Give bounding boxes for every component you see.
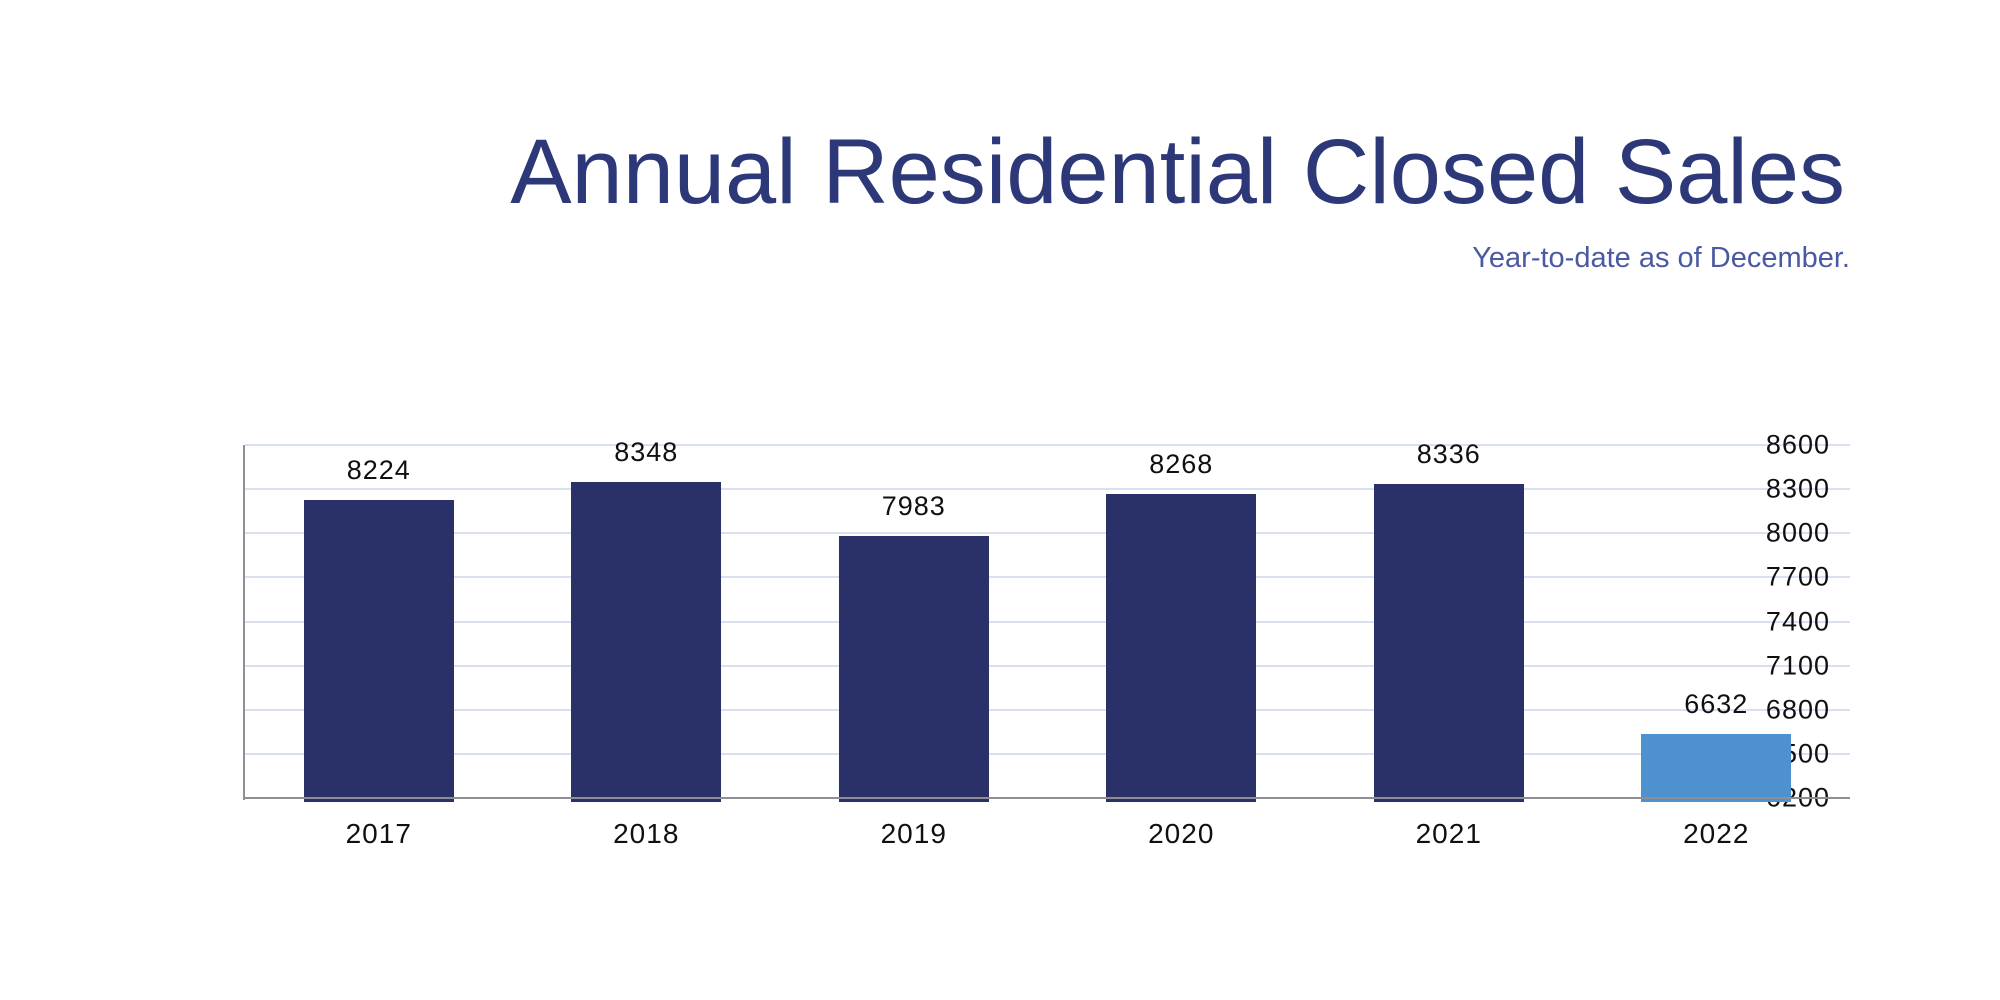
- y-axis-tick-label: 7400: [1765, 606, 1830, 636]
- gridline: [245, 576, 1850, 579]
- x-axis-tick-label: 2022: [1683, 818, 1750, 849]
- gridline: [245, 532, 1850, 535]
- x-axis-tick-label: 2018: [613, 818, 680, 849]
- x-axis-tick-label: 2017: [345, 818, 412, 849]
- gridline: [245, 664, 1850, 667]
- y-axis-tick-label: 8000: [1765, 517, 1830, 548]
- gridline: [245, 488, 1850, 491]
- bar-value-label: 7983: [881, 490, 946, 521]
- gridline: [245, 708, 1850, 711]
- gridline: [245, 620, 1850, 623]
- bar-value-label: 6632: [1684, 689, 1749, 720]
- y-axis-tick-label: 8600: [1765, 429, 1830, 460]
- bar-value-label: 8224: [346, 455, 411, 486]
- x-axis-tick-label: 2020: [1148, 818, 1215, 849]
- bar-2020: [1106, 493, 1257, 802]
- bar-2018: [571, 482, 722, 802]
- chart-subtitle: Year-to-date as of December.: [1472, 242, 1850, 274]
- bar-2022: [1641, 734, 1792, 802]
- y-axis-line: [243, 445, 245, 800]
- x-axis-tick-label: 2019: [880, 818, 947, 849]
- plot-area: 6200 6500 6800 7100 7400 7700 8000 8300 8600 822…: [243, 431, 1850, 848]
- gridline: [245, 752, 1850, 755]
- y-axis-tick-label: 7100: [1765, 650, 1830, 681]
- y-axis-tick-label: 8300: [1765, 473, 1830, 504]
- bar-2021: [1373, 483, 1524, 802]
- bar-value-label: 8268: [1149, 448, 1214, 479]
- chart-title: Annual Residential Closed Sales: [510, 121, 1845, 223]
- bar-2017: [303, 500, 454, 802]
- y-axis-tick-label: 7700: [1765, 561, 1830, 592]
- x-axis-tick-label: 2021: [1415, 818, 1482, 849]
- bar-value-label: 8348: [614, 437, 679, 468]
- gridline: [245, 444, 1850, 446]
- bar-value-label: 8336: [1416, 438, 1481, 469]
- y-axis-tick-label: 6800: [1765, 694, 1830, 725]
- bar-2019: [838, 535, 989, 802]
- x-axis-line: [245, 797, 1850, 799]
